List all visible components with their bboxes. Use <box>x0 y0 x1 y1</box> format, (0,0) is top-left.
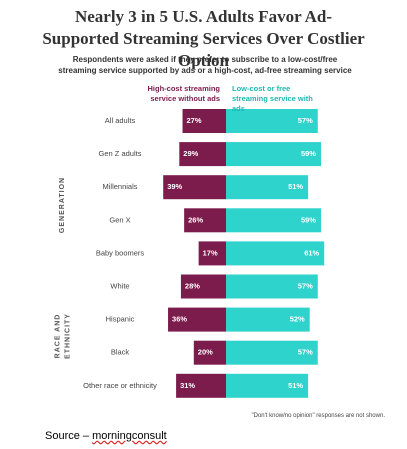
bar <box>226 142 321 167</box>
chart-subtitle: Respondents were asked if they prefer to… <box>58 55 352 75</box>
bar <box>180 274 226 299</box>
category-label: Gen X <box>109 215 130 224</box>
legend-entry: High-cost streaming service without ads <box>147 84 220 103</box>
value-label: 59% <box>301 149 316 158</box>
value-label: 51% <box>288 381 303 390</box>
bar <box>226 241 325 266</box>
category-label: Black <box>111 348 130 357</box>
bar <box>226 109 318 133</box>
bar <box>184 208 226 233</box>
source-site: morningconsult <box>92 430 167 442</box>
category-label: Other race or ethnicity <box>83 381 157 390</box>
value-label: 59% <box>301 215 316 224</box>
category-label: Millennials <box>102 182 137 191</box>
value-label: 17% <box>203 248 218 257</box>
legend-entry: Low-cost or free streaming service with … <box>232 84 313 113</box>
value-label: 39% <box>167 182 182 191</box>
bar <box>163 175 226 200</box>
value-label: 26% <box>188 215 203 224</box>
bar <box>226 340 318 365</box>
bar <box>182 109 226 133</box>
value-label: 61% <box>304 248 319 257</box>
bar <box>198 241 226 266</box>
bar <box>226 175 309 200</box>
value-label: 36% <box>172 315 187 324</box>
footnote: "Don't know/no opinion" responses are no… <box>251 413 386 419</box>
value-label: 51% <box>288 182 303 191</box>
value-label: 20% <box>198 348 213 357</box>
category-label: Hispanic <box>106 315 135 324</box>
value-label: 28% <box>185 281 200 290</box>
value-label: 29% <box>183 149 198 158</box>
bar <box>226 373 309 398</box>
chart-title: Nearly 3 in 5 U.S. Adults Favor Ad-Suppo… <box>42 7 365 70</box>
source-prefix: Source – <box>45 430 90 442</box>
category-label: Gen Z adults <box>99 149 142 158</box>
value-label: 57% <box>298 348 313 357</box>
value-label: 31% <box>180 381 195 390</box>
bar <box>176 373 226 398</box>
bar <box>226 274 318 299</box>
bar <box>226 307 310 332</box>
value-label: 52% <box>290 315 305 324</box>
bar <box>168 307 226 332</box>
value-label: 27% <box>187 116 202 125</box>
group-label: RACE AND ETHNICITY <box>54 313 71 359</box>
source: Source – morningconsult <box>45 430 167 442</box>
category-label: All adults <box>105 116 136 125</box>
group-label: GENERATION <box>59 177 66 233</box>
bar <box>179 142 226 167</box>
bar <box>193 340 226 365</box>
category-label: White <box>110 281 129 290</box>
value-label: 57% <box>298 116 313 125</box>
value-label: 57% <box>298 281 313 290</box>
bar <box>226 208 321 233</box>
category-label: Baby boomers <box>96 248 145 257</box>
